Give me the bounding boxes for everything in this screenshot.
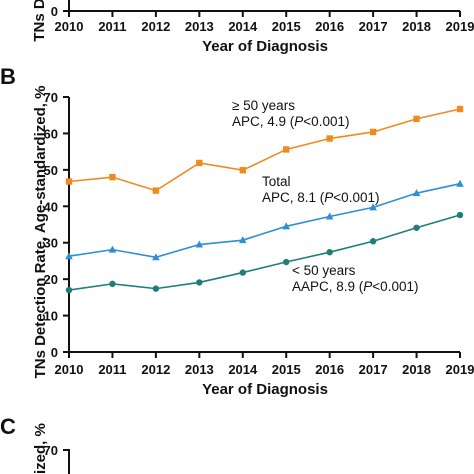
data-point	[413, 115, 420, 123]
panel-b-letter: B	[0, 64, 16, 89]
annotation-ge50-stat: APC, 4.9 (P<0.001)	[232, 114, 349, 129]
panel-c-y-axis-label: ized, %	[32, 423, 49, 474]
x-tick-label: 2012	[141, 362, 170, 377]
y-tick-label: 40	[44, 199, 58, 214]
panel-b: B TNs Detection Rate, Age-standardized, …	[0, 64, 474, 398]
top-panel-y-tick-label: 0	[51, 4, 58, 19]
data-point	[108, 245, 117, 253]
annotation-ge50-name: ≥ 50 years	[232, 98, 295, 113]
panel-c: C ized, % 70	[0, 414, 70, 474]
data-point	[283, 146, 290, 153]
top-panel-x-tick-label: 2014	[228, 19, 258, 34]
annotation-ge50: ≥ 50 years APC, 4.9 (P<0.001)	[232, 98, 349, 129]
data-point	[195, 240, 204, 248]
top-panel-x-tick-label: 2010	[55, 19, 84, 34]
x-ticks: 2010 2011 2012 2013 2014 2015 2016 2017 2018 2019	[55, 352, 474, 377]
data-point	[369, 203, 377, 211]
top-panel-x-tick-label: 2012	[141, 19, 170, 34]
y-tick-label: 30	[44, 236, 58, 251]
data-point	[282, 222, 291, 230]
data-point	[456, 211, 464, 219]
x-tick-label: 2014	[228, 362, 258, 377]
data-point	[413, 224, 420, 231]
data-point	[109, 173, 116, 181]
top-panel: TNs D 0 2010 2011 2012 2013 2014 2015 2016 2017…	[31, 0, 474, 55]
data-point	[369, 128, 377, 136]
data-point	[456, 179, 464, 187]
data-point	[369, 238, 377, 245]
x-tick-label: 2016	[315, 362, 344, 377]
x-tick-label: 2015	[272, 362, 301, 377]
y-tick-label: 70	[44, 90, 58, 105]
data-point	[152, 285, 160, 292]
x-axis-label: Year of Diagnosis	[202, 381, 328, 398]
annotation-lt50-name: < 50 years	[292, 263, 356, 278]
top-panel-y-axis-label: TNs D	[31, 0, 48, 42]
x-tick-label: 2010	[55, 362, 84, 377]
data-point	[196, 159, 203, 167]
data-point	[325, 212, 334, 220]
series-group	[65, 105, 464, 294]
data-point	[283, 258, 290, 266]
data-point	[65, 286, 73, 294]
series-line-2	[68, 214, 461, 291]
data-point	[456, 105, 464, 113]
x-tick-label: 2013	[185, 362, 214, 377]
x-tick-label: 2011	[98, 362, 126, 377]
top-panel-x-tick-label: 2018	[402, 19, 431, 34]
annotation-total: Total APC, 8.1 (P<0.001)	[262, 174, 379, 205]
data-point	[196, 279, 203, 286]
data-point	[239, 167, 246, 174]
series-line-0	[68, 108, 461, 192]
y-tick-label: 0	[51, 345, 58, 360]
data-point	[326, 135, 333, 142]
annotation-lt50-stat: AAPC, 8.9 (P<0.001)	[292, 279, 418, 294]
panel-c-y-tick-label: 70	[44, 443, 58, 458]
x-tick-label: 2018	[402, 362, 431, 377]
y-tick-label: 60	[44, 126, 58, 141]
data-point	[152, 187, 160, 194]
data-point	[65, 178, 73, 185]
top-panel-x-tick-label: 2013	[185, 19, 214, 34]
top-panel-x-ticks: 2010 2011 2012 2013 2014 2015 2016 2017 2018 2019	[55, 11, 474, 34]
data-point	[65, 252, 73, 260]
annotation-total-name: Total	[262, 174, 291, 189]
top-panel-x-tick-label: 2016	[315, 19, 344, 34]
top-panel-x-tick-label: 2011	[98, 19, 126, 34]
panel-c-letter: C	[0, 414, 16, 439]
x-tick-label: 2019	[446, 362, 474, 377]
top-panel-x-tick-label: 2019	[446, 19, 474, 34]
data-point	[412, 189, 421, 197]
top-panel-x-tick-label: 2015	[272, 19, 301, 34]
top-panel-x-axis-label: Year of Diagnosis	[202, 38, 328, 55]
data-point	[152, 253, 160, 261]
y-tick-label: 10	[44, 309, 58, 324]
data-point	[326, 248, 333, 256]
y-ticks: 0 10 20 30 40 50 60 70	[44, 90, 69, 360]
y-axis-label: TNs Detection Rate, Age-standardized, %	[32, 86, 49, 379]
top-panel-x-tick-label: 2017	[359, 19, 388, 34]
annotation-lt50: < 50 years AAPC, 8.9 (P<0.001)	[292, 263, 418, 294]
x-tick-label: 2017	[359, 362, 388, 377]
data-point	[109, 280, 116, 288]
data-point	[239, 269, 246, 276]
y-tick-label: 20	[44, 272, 58, 287]
annotation-total-stat: APC, 8.1 (P<0.001)	[262, 190, 379, 205]
y-tick-label: 50	[44, 163, 58, 178]
series-line-1	[68, 182, 461, 259]
data-point	[238, 236, 247, 244]
